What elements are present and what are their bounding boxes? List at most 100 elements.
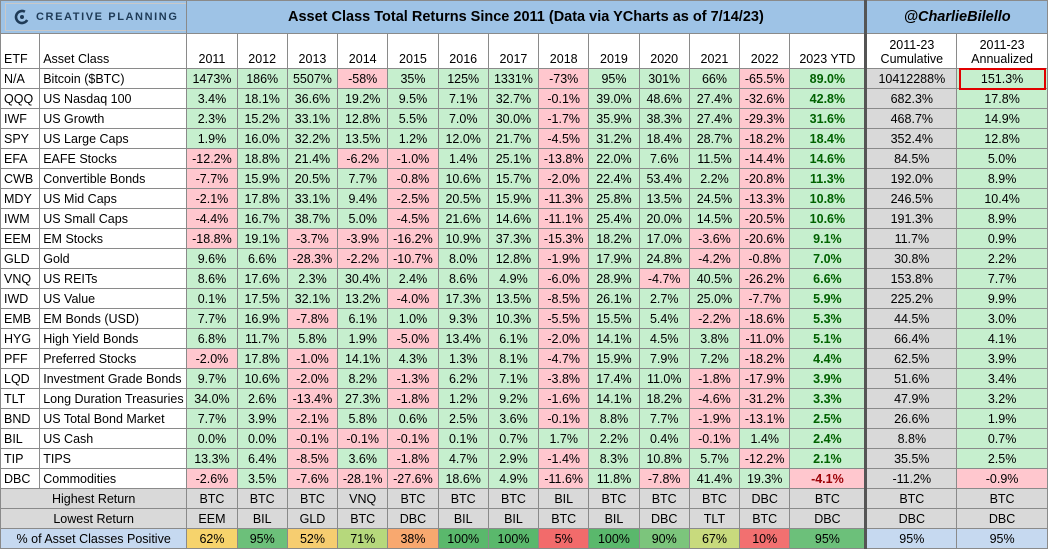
return-cell: 66%	[688, 68, 741, 89]
return-cell: 35%	[387, 68, 439, 89]
asset-class-cell: Gold	[39, 248, 188, 269]
return-cell: -11.0%	[739, 328, 791, 349]
ytd-return-cell: 7.0%	[789, 248, 867, 269]
return-cell: -6.0%	[538, 268, 590, 289]
return-cell: -3.9%	[337, 228, 389, 249]
cumulative-cell: 26.6%	[864, 408, 958, 429]
return-cell: 20.0%	[638, 208, 690, 229]
ytd-return-cell: 2.5%	[789, 408, 867, 429]
return-cell: -5.5%	[538, 308, 590, 329]
return-cell: 5.8%	[337, 408, 389, 429]
summary-cell: BTC	[588, 488, 640, 509]
return-cell: -58%	[337, 68, 389, 89]
return-cell: 14.1%	[588, 328, 640, 349]
return-cell: 7.1%	[437, 88, 489, 109]
return-cell: 3.4%	[186, 88, 238, 109]
return-cell: 1.4%	[437, 148, 489, 169]
etf-cell: BND	[0, 408, 41, 429]
table-row: CWB Convertible Bonds -7.7% 15.9% 20.5% 7.7% -…	[0, 168, 1048, 189]
return-cell: 4.7%	[437, 448, 489, 469]
table-row: QQQ US Nasdaq 100 3.4% 18.1% 36.6% 19.2% 9.5% 7…	[0, 88, 1048, 109]
summary-cell: GLD	[286, 508, 339, 529]
etf-cell: BIL	[0, 428, 41, 449]
column-header: 2015	[387, 33, 439, 69]
return-cell: 21.4%	[286, 148, 339, 169]
return-cell: 15.9%	[588, 348, 640, 369]
title-row: CREATIVE PLANNING Asset Class Total Retur…	[0, 0, 1048, 34]
return-cell: 3.8%	[688, 328, 741, 349]
return-cell: 48.6%	[638, 88, 690, 109]
return-cell: -20.8%	[739, 168, 791, 189]
return-cell: -0.1%	[538, 88, 590, 109]
return-cell: -2.5%	[387, 188, 439, 209]
cumulative-cell: 35.5%	[864, 448, 958, 469]
summary-cell: 67%	[688, 528, 741, 549]
return-cell: 9.2%	[487, 388, 540, 409]
summary-cell: BIL	[487, 508, 540, 529]
etf-cell: TIP	[0, 448, 41, 469]
return-cell: 7.9%	[638, 348, 690, 369]
summary-cell: EEM	[186, 508, 238, 529]
return-cell: 24.5%	[688, 188, 741, 209]
return-cell: 0.1%	[437, 428, 489, 449]
return-cell: 17.6%	[236, 268, 288, 289]
asset-class-cell: US REITs	[39, 268, 188, 289]
annualized-cell: 3.4%	[956, 368, 1048, 389]
return-cell: -2.0%	[286, 368, 339, 389]
summary-cell: BTC	[538, 508, 590, 529]
return-cell: -7.7%	[186, 168, 238, 189]
return-cell: -10.7%	[387, 248, 439, 269]
return-cell: -2.1%	[186, 188, 238, 209]
table-row: BND US Total Bond Market 7.7% 3.9% -2.1% 5.8%…	[0, 408, 1048, 429]
return-cell: 7.2%	[688, 348, 741, 369]
summary-cell: BTC	[688, 488, 741, 509]
return-cell: 38.3%	[638, 108, 690, 129]
cumulative-cell: -11.2%	[864, 468, 958, 489]
return-cell: -2.0%	[538, 168, 590, 189]
return-cell: 7.7%	[337, 168, 389, 189]
return-cell: 6.6%	[236, 248, 288, 269]
return-cell: 25.4%	[588, 208, 640, 229]
return-cell: -1.9%	[688, 408, 741, 429]
return-cell: -1.7%	[538, 108, 590, 129]
summary-cell: BTC	[286, 488, 339, 509]
return-cell: 5.5%	[387, 108, 439, 129]
return-cell: 22.4%	[588, 168, 640, 189]
return-cell: 17.0%	[638, 228, 690, 249]
summary-cell: BTC	[337, 508, 389, 529]
return-cell: 9.6%	[186, 248, 238, 269]
etf-cell: IWF	[0, 108, 41, 129]
return-cell: -0.1%	[538, 408, 590, 429]
ytd-return-cell: 4.4%	[789, 348, 867, 369]
return-cell: 17.8%	[236, 188, 288, 209]
return-cell: 15.9%	[487, 188, 540, 209]
return-cell: 1.7%	[538, 428, 590, 449]
return-cell: -4.5%	[387, 208, 439, 229]
annualized-cell: 3.0%	[956, 308, 1048, 329]
column-header: 2021	[688, 33, 741, 69]
return-cell: -28.1%	[337, 468, 389, 489]
table-row: EEM EM Stocks -18.8% 19.1% -3.7% -3.9% -16.2% 1…	[0, 228, 1048, 249]
return-cell: 3.9%	[236, 408, 288, 429]
return-cell: 7.1%	[487, 368, 540, 389]
return-cell: 20.5%	[286, 168, 339, 189]
return-cell: 2.2%	[688, 168, 741, 189]
return-cell: 17.4%	[588, 368, 640, 389]
asset-class-cell: High Yield Bonds	[39, 328, 188, 349]
etf-cell: QQQ	[0, 88, 41, 109]
return-cell: -65.5%	[739, 68, 791, 89]
return-cell: 2.7%	[638, 288, 690, 309]
return-cell: 14.5%	[688, 208, 741, 229]
annualized-cell: -0.9%	[956, 468, 1048, 489]
column-header: 2023 YTD	[789, 33, 867, 69]
return-cell: -16.2%	[387, 228, 439, 249]
ytd-return-cell: 2.4%	[789, 428, 867, 449]
return-cell: 19.1%	[236, 228, 288, 249]
return-cell: 6.1%	[487, 328, 540, 349]
column-header: 2016	[437, 33, 489, 69]
return-cell: 21.6%	[437, 208, 489, 229]
return-cell: 5.7%	[688, 448, 741, 469]
return-cell: 9.4%	[337, 188, 389, 209]
return-cell: 95%	[588, 68, 640, 89]
return-cell: 8.3%	[588, 448, 640, 469]
